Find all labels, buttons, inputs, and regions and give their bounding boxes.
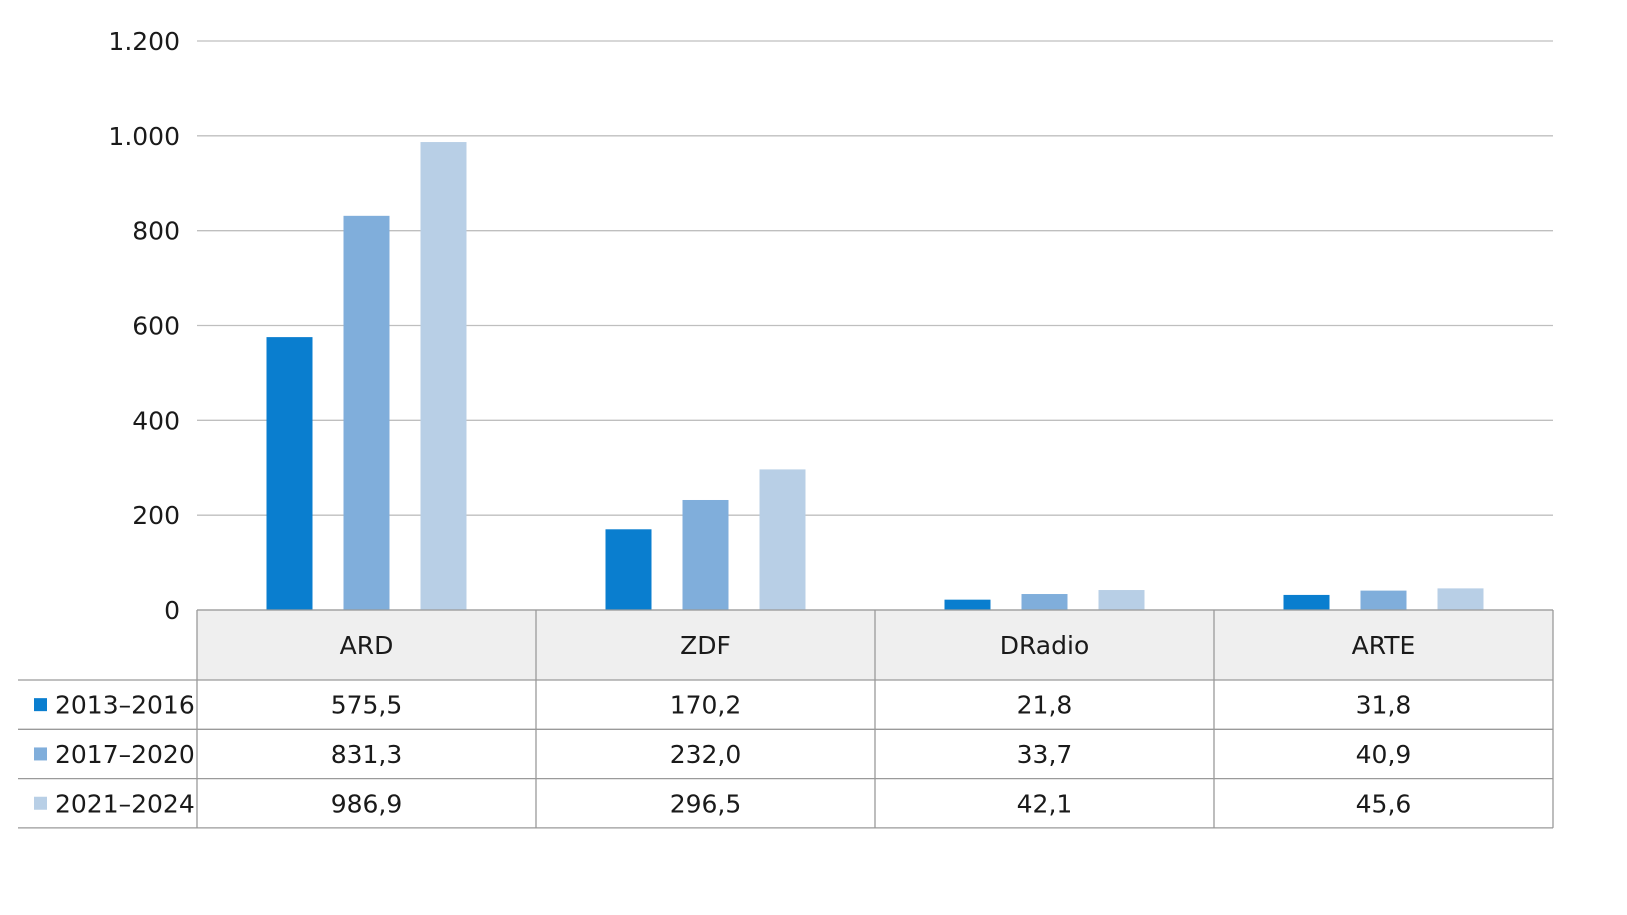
y-tick-label: 800 [132,217,180,246]
data-label-arte-series-3: 45,6 [1356,789,1412,818]
bar-ard-series-2 [343,215,390,610]
y-tick-label: 400 [132,406,180,435]
bar-zdf-series-1 [605,529,652,610]
bar-arte-series-3 [1437,588,1484,610]
y-tick-label: 0 [164,596,180,625]
bar-zdf-series-3 [759,469,806,610]
legend-swatch-series-2 [34,747,47,761]
data-label-ard-series-1: 575,5 [331,691,403,720]
y-tick-label: 1.200 [108,27,180,56]
bar-dradio-series-2 [1021,594,1068,610]
data-label-arte-series-2: 40,9 [1356,740,1412,769]
data-label-zdf-series-2: 232,0 [670,740,742,769]
legend-label-series-3: 2021–2024 [55,789,195,818]
data-label-dradio-series-1: 21,8 [1017,691,1073,720]
bar-dradio-series-3 [1098,590,1145,610]
data-label-arte-series-1: 31,8 [1356,691,1412,720]
legend-swatch-series-3 [34,796,47,810]
bar-arte-series-2 [1360,590,1407,610]
bar-ard-series-3 [420,142,467,610]
category-label-ard: ARD [340,631,394,660]
category-label-zdf: ZDF [680,631,731,660]
bar-dradio-series-1 [944,599,991,610]
data-label-ard-series-2: 831,3 [331,740,403,769]
data-label-zdf-series-3: 296,5 [670,789,742,818]
y-tick-label: 1.000 [108,122,180,151]
y-tick-label: 200 [132,501,180,530]
data-label-dradio-series-3: 42,1 [1017,789,1073,818]
legend-label-series-1: 2013–2016 [55,691,195,720]
bar-zdf-series-2 [682,499,729,610]
data-label-ard-series-3: 986,9 [331,789,403,818]
category-label-arte: ARTE [1352,631,1416,660]
data-label-dradio-series-2: 33,7 [1017,740,1073,769]
y-tick-label: 600 [132,312,180,341]
bar-arte-series-1 [1283,594,1330,610]
legend-label-series-2: 2017–2020 [55,740,195,769]
data-label-zdf-series-1: 170,2 [670,691,742,720]
bar-ard-series-1 [266,337,313,610]
legend-swatch-series-1 [34,698,47,712]
category-label-dradio: DRadio [1000,631,1090,660]
